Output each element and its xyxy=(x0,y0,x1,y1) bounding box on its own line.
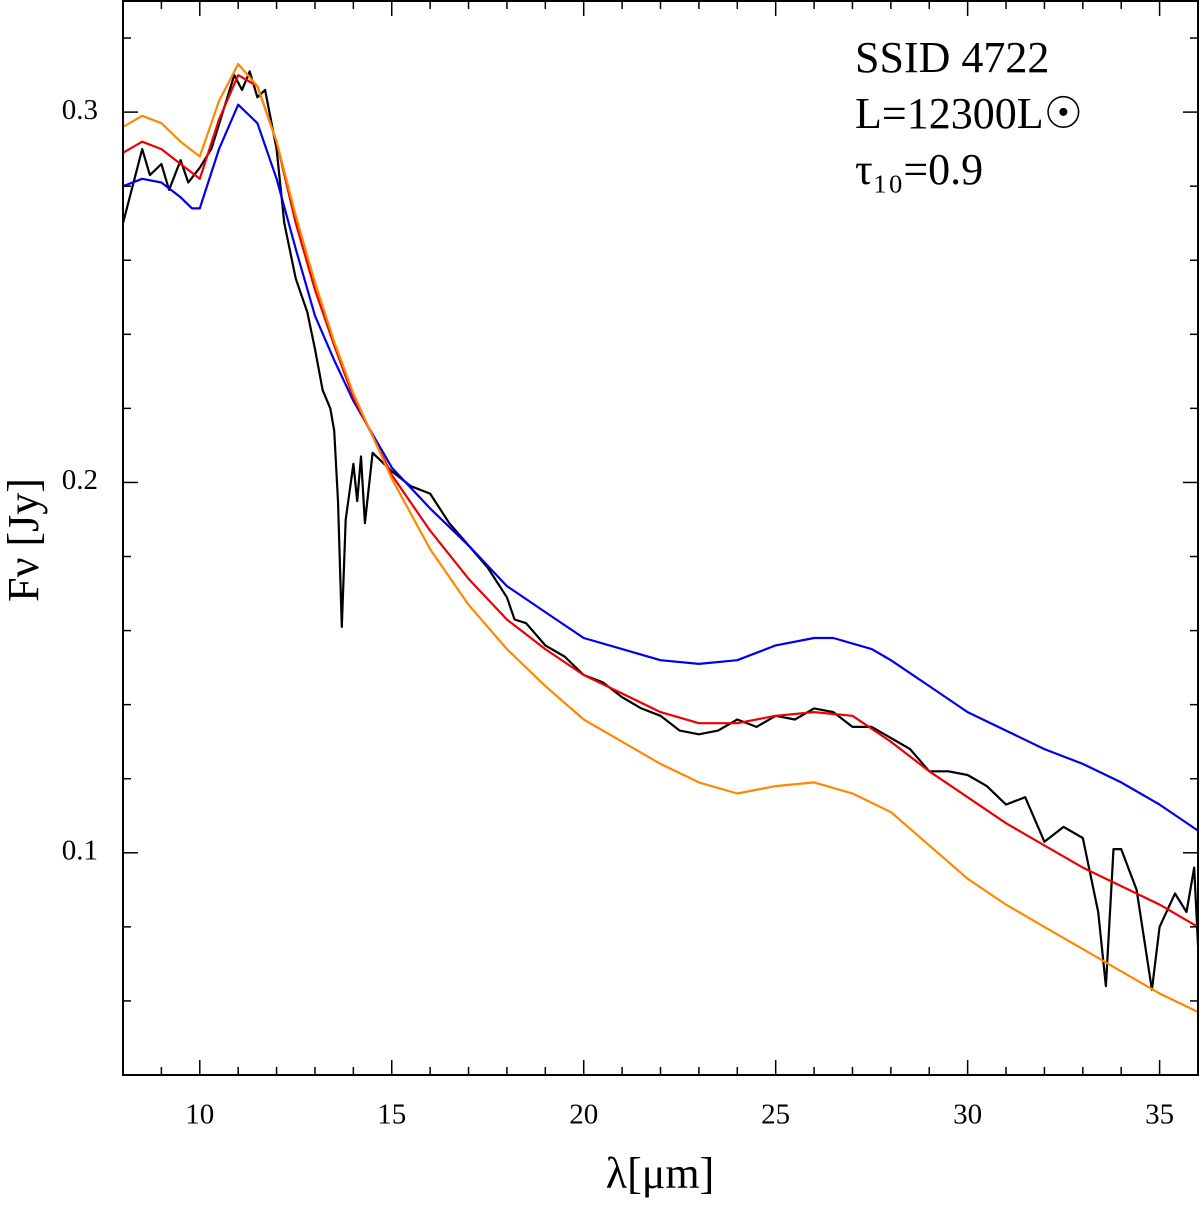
x-tick-label: 35 xyxy=(1145,1099,1174,1131)
plot-area xyxy=(121,62,1200,1013)
spectrum-line xyxy=(122,62,1199,1013)
y-tick-label: 0.1 xyxy=(62,834,98,866)
annotation: L=12300L☉ xyxy=(855,89,1083,138)
x-axis-label: λ[μm] xyxy=(606,1149,714,1198)
x-tick-label: 25 xyxy=(761,1099,790,1131)
annotation: SSID 4722 xyxy=(855,33,1049,82)
plot-frame xyxy=(122,0,1199,1076)
x-tick-label: 15 xyxy=(377,1099,406,1131)
x-tick-label: 30 xyxy=(953,1099,982,1131)
x-tick-label: 20 xyxy=(569,1099,598,1131)
y-axis-label: Fν [Jy] xyxy=(0,478,48,602)
y-tick-label: 0.3 xyxy=(62,94,98,126)
x-tick-label: 10 xyxy=(185,1099,214,1131)
y-tick-label: 0.2 xyxy=(62,464,98,496)
spectrum-line xyxy=(122,103,1199,832)
spectrum-line xyxy=(122,73,1199,928)
annotation: τ₁₀=0.9 xyxy=(855,145,983,194)
